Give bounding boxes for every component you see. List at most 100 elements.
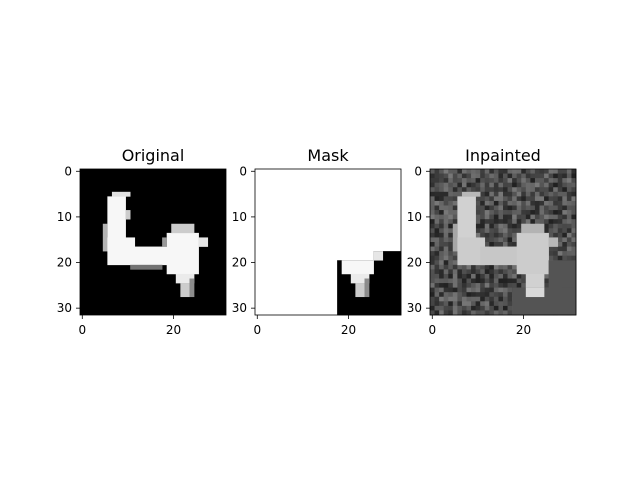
noise-pixel: [475, 169, 481, 174]
noise-pixel: [503, 273, 508, 279]
noise-pixel: [489, 273, 495, 279]
noise-pixel: [534, 182, 540, 188]
noise-pixel: [571, 237, 577, 243]
noise-pixel: [498, 187, 504, 193]
noise-pixel: [430, 251, 435, 256]
noise-pixel: [566, 173, 572, 179]
noise-pixel: [466, 292, 472, 298]
noise-pixel: [434, 214, 440, 220]
noise-pixel: [571, 169, 577, 174]
noise-pixel: [571, 246, 577, 252]
noise-pixel: [439, 260, 444, 266]
noise-pixel: [452, 287, 458, 293]
noise-pixel: [457, 264, 463, 270]
noise-pixel: [525, 191, 531, 197]
noise-pixel: [562, 255, 568, 261]
noise-pixel: [493, 210, 499, 215]
noise-pixel: [516, 182, 522, 188]
noise-pixel: [430, 187, 435, 193]
noise-pixel: [452, 278, 458, 284]
noise-pixel: [507, 219, 513, 225]
pixel-block: [457, 196, 476, 238]
noise-pixel: [544, 273, 549, 279]
noise-pixel: [534, 173, 540, 179]
noise-pixel: [557, 169, 563, 174]
noise-pixel: [512, 169, 517, 174]
noise-pixel: [439, 310, 444, 316]
noise-pixel: [452, 219, 458, 225]
noise-pixel: [489, 187, 495, 193]
noise-pixel: [507, 305, 513, 311]
noise-pixel: [521, 187, 527, 193]
x-tick-label: 20: [341, 323, 356, 337]
noise-pixel: [571, 255, 577, 261]
noise-pixel: [566, 169, 572, 174]
noise-pixel: [430, 283, 435, 288]
noise-pixel: [434, 232, 440, 238]
noise-pixel: [475, 232, 481, 238]
noise-pixel: [434, 210, 440, 215]
noise-pixel: [484, 210, 490, 215]
noise-pixel: [493, 196, 499, 202]
noise-pixel: [544, 173, 549, 179]
pixel-block: [373, 251, 402, 261]
noise-pixel: [544, 200, 549, 206]
noise-pixel: [480, 169, 486, 174]
noise-pixel: [439, 301, 444, 307]
noise-pixel: [507, 169, 513, 174]
noise-pixel: [457, 287, 463, 293]
noise-pixel: [525, 187, 531, 193]
noise-pixel: [557, 251, 563, 256]
noise-pixel: [571, 205, 577, 211]
noise-pixel: [521, 173, 527, 179]
noise-pixel: [452, 187, 458, 193]
noise-pixel: [566, 191, 572, 197]
noise-pixel: [475, 219, 481, 225]
noise-pixel: [521, 214, 527, 220]
noise-pixel: [557, 182, 563, 188]
noise-pixel: [539, 169, 545, 174]
noise-pixel: [498, 210, 504, 215]
noise-pixel: [507, 287, 513, 293]
noise-pixel: [521, 169, 527, 174]
noise-pixel: [484, 237, 490, 243]
noise-pixel: [521, 191, 527, 197]
noise-pixel: [484, 214, 490, 220]
noise-pixel: [562, 242, 568, 247]
noise-pixel: [498, 228, 504, 234]
noise-pixel: [452, 283, 458, 288]
noise-pixel: [530, 214, 536, 220]
pixel-block: [125, 210, 131, 220]
noise-pixel: [452, 182, 458, 188]
noise-pixel: [480, 273, 486, 279]
noise-pixel: [452, 292, 458, 298]
noise-pixel: [434, 296, 440, 302]
noise-pixel: [507, 205, 513, 211]
noise-pixel: [434, 260, 440, 266]
noise-pixel: [512, 273, 517, 279]
noise-pixel: [439, 210, 444, 215]
axes-frame: [429, 168, 577, 316]
noise-pixel: [548, 255, 554, 261]
noise-pixel: [443, 196, 449, 202]
noise-pixel: [480, 196, 486, 202]
noise-pixel: [457, 292, 463, 298]
noise-pixel: [571, 223, 577, 229]
noise-pixel: [562, 237, 568, 243]
noise-pixel: [507, 196, 513, 202]
noise-pixel: [562, 246, 568, 252]
noise-pixel: [544, 283, 549, 288]
noise-pixel: [493, 191, 499, 197]
noise-pixel: [484, 273, 490, 279]
noise-pixel: [484, 169, 490, 174]
y-tick-label: 30: [57, 301, 72, 315]
noise-pixel: [457, 296, 463, 302]
noise-pixel: [466, 182, 472, 188]
noise-pixel: [516, 169, 522, 174]
noise-pixel: [475, 205, 481, 211]
noise-pixel: [484, 264, 490, 270]
noise-pixel: [503, 196, 508, 202]
noise-pixel: [489, 228, 495, 234]
noise-pixel: [439, 214, 444, 220]
x-tick-label: 20: [166, 323, 181, 337]
